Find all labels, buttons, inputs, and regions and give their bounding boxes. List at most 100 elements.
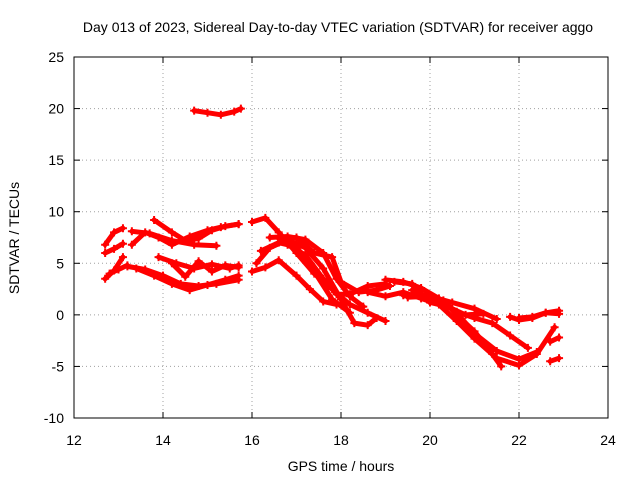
data-point	[555, 309, 564, 318]
data-point	[310, 248, 319, 257]
data-point	[110, 244, 119, 253]
x-tick-label: 22	[511, 432, 527, 448]
data-point	[190, 106, 199, 115]
data-point	[488, 319, 497, 328]
data-point	[385, 281, 394, 290]
data-point	[110, 228, 119, 237]
x-tick-label: 14	[155, 432, 171, 448]
data-point	[319, 297, 328, 306]
data-point	[403, 293, 412, 302]
data-point	[363, 321, 372, 330]
data-point	[248, 267, 256, 276]
data-point	[555, 354, 564, 363]
x-axis-label: GPS time / hours	[288, 458, 395, 474]
series-track-15	[248, 256, 341, 309]
data-point	[319, 264, 328, 273]
data-point	[345, 290, 354, 299]
data-point	[345, 308, 354, 317]
data-point	[528, 312, 537, 321]
data-point	[114, 265, 123, 274]
series-line	[516, 310, 562, 321]
data-point	[359, 302, 368, 311]
data-point	[261, 213, 270, 222]
data-point	[127, 240, 136, 249]
data-point	[555, 333, 564, 342]
y-tick-label: -10	[44, 410, 64, 426]
data-point	[207, 260, 216, 269]
data-point	[515, 355, 523, 364]
data-point	[292, 271, 301, 280]
x-tick-label: 12	[66, 432, 82, 448]
data-point	[207, 226, 216, 235]
data-point	[497, 362, 506, 371]
data-point	[541, 308, 550, 317]
data-point	[150, 271, 159, 280]
data-point	[546, 337, 555, 346]
data-point	[248, 218, 256, 227]
data-point	[461, 310, 470, 319]
data-point	[443, 302, 452, 311]
data-point	[470, 304, 479, 313]
data-point	[118, 253, 127, 262]
data-point	[194, 257, 203, 266]
data-point	[515, 313, 523, 322]
data-point	[234, 263, 243, 272]
chart-title: Day 013 of 2023, Sidereal Day-to-day VTE…	[83, 19, 593, 35]
x-tick-labels: 12 14 16 18 20 22 24	[66, 432, 616, 448]
data-point	[301, 251, 310, 260]
x-tick-label: 16	[244, 432, 260, 448]
data-point	[230, 107, 239, 116]
data-point	[123, 262, 132, 271]
data-point	[167, 259, 176, 268]
data-point	[350, 319, 359, 328]
data-point	[363, 308, 372, 317]
data-point	[101, 248, 110, 257]
data-point	[181, 236, 190, 245]
data-point	[470, 327, 479, 336]
data-point	[332, 290, 341, 299]
data-point	[337, 277, 345, 286]
series-track-10	[132, 264, 243, 295]
data-point	[523, 343, 532, 352]
data-point	[190, 240, 199, 249]
data-point	[550, 323, 559, 332]
data-point	[234, 220, 243, 229]
data-point	[167, 228, 176, 237]
data-point	[127, 227, 136, 236]
data-point	[292, 233, 301, 242]
data-point	[506, 331, 515, 340]
data-point	[390, 277, 399, 286]
data-point	[185, 286, 194, 295]
data-point	[256, 246, 265, 255]
x-tick-label: 24	[600, 432, 616, 448]
data-point	[203, 108, 212, 117]
data-point	[372, 313, 381, 322]
data-point	[381, 292, 390, 301]
data-point	[167, 240, 176, 249]
data-point	[105, 269, 114, 278]
data-point	[167, 279, 176, 288]
series-track-12	[167, 257, 243, 281]
y-tick-label: -5	[52, 358, 65, 374]
data-point	[216, 110, 225, 119]
data-point	[448, 298, 457, 307]
data-point	[488, 350, 497, 359]
series-track-8	[150, 215, 243, 245]
plot-frame	[73, 56, 609, 419]
data-point	[101, 274, 110, 283]
y-tick-labels: -10 -5 0 5 10 15 20 25	[44, 49, 64, 426]
data-point	[492, 346, 501, 355]
y-axis-label: SDTVAR / TECUs	[6, 182, 22, 294]
data-point	[337, 295, 345, 304]
y-tick-label: 10	[48, 204, 64, 220]
data-point	[118, 239, 127, 248]
x-tick-label: 18	[333, 432, 349, 448]
data-point	[381, 317, 390, 326]
y-tick-label: 15	[48, 152, 64, 168]
data-point	[194, 234, 203, 243]
data-point	[305, 285, 314, 294]
y-tick-label: 25	[48, 49, 64, 65]
data-point	[221, 261, 230, 270]
data-point	[203, 280, 212, 289]
data-point	[261, 263, 270, 272]
